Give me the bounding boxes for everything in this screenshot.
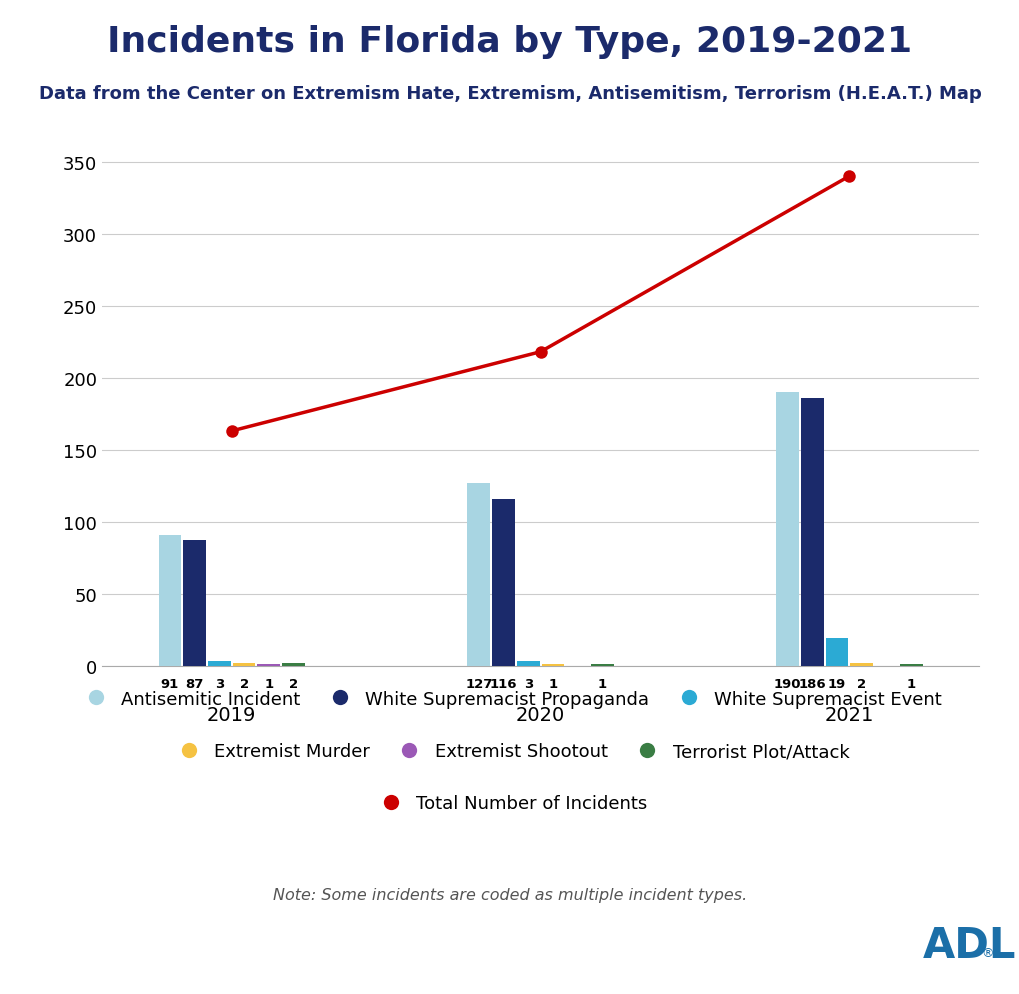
Bar <box>517 662 539 666</box>
Bar <box>800 399 823 666</box>
Text: ADL: ADL <box>922 924 1016 966</box>
Text: 127: 127 <box>465 678 492 691</box>
Bar <box>183 541 206 666</box>
Bar <box>590 665 613 666</box>
Text: 1: 1 <box>548 678 557 691</box>
Text: 19: 19 <box>827 678 846 691</box>
Bar <box>257 665 280 666</box>
Text: 3: 3 <box>523 678 532 691</box>
Bar <box>467 483 490 666</box>
Text: 116: 116 <box>489 678 517 691</box>
Text: 2: 2 <box>856 678 865 691</box>
Bar <box>541 665 564 666</box>
Bar <box>208 662 230 666</box>
Text: Note: Some incidents are coded as multiple incident types.: Note: Some incidents are coded as multip… <box>273 887 746 902</box>
Text: 1: 1 <box>597 678 606 691</box>
Text: 91: 91 <box>161 678 179 691</box>
Text: ®: ® <box>980 946 993 959</box>
Text: 87: 87 <box>185 678 204 691</box>
Text: 1: 1 <box>264 678 273 691</box>
Text: 2: 2 <box>239 678 249 691</box>
Bar <box>232 663 255 666</box>
Legend: Total Number of Incidents: Total Number of Incidents <box>372 794 647 812</box>
Legend: Antisemitic Incident, White Supremacist Propaganda, White Supremacist Event: Antisemitic Incident, White Supremacist … <box>77 690 942 708</box>
Bar <box>492 499 515 666</box>
Text: 2: 2 <box>288 678 298 691</box>
Text: Data from the Center on Extremism Hate, Extremism, Antisemitism, Terrorism (H.E.: Data from the Center on Extremism Hate, … <box>39 84 980 102</box>
Bar <box>825 638 848 666</box>
Text: 190: 190 <box>773 678 801 691</box>
Text: 186: 186 <box>798 678 825 691</box>
Bar <box>775 393 798 666</box>
Bar <box>158 535 181 666</box>
Legend: Extremist Murder, Extremist Shootout, Terrorist Plot/Attack: Extremist Murder, Extremist Shootout, Te… <box>170 743 849 760</box>
Bar <box>282 663 305 666</box>
Text: 3: 3 <box>215 678 224 691</box>
Text: Incidents in Florida by Type, 2019-2021: Incidents in Florida by Type, 2019-2021 <box>107 25 912 59</box>
Bar <box>850 663 872 666</box>
Bar <box>899 665 922 666</box>
Text: 1: 1 <box>906 678 915 691</box>
